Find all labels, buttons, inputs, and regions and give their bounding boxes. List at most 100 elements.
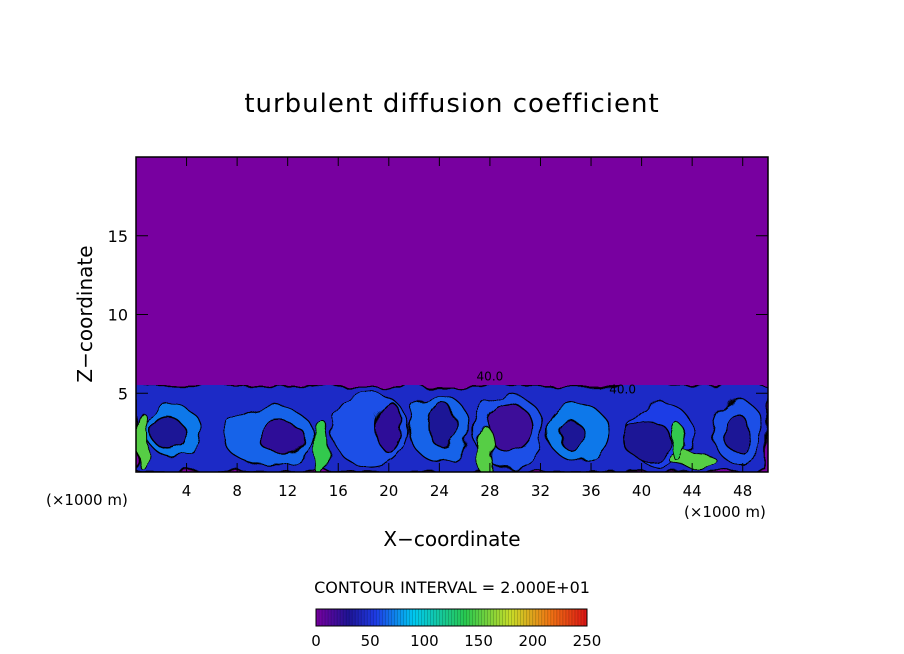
x-tick-label: 44: [683, 482, 702, 500]
colorbar-tick-label: 250: [573, 632, 602, 650]
eddy-core: [558, 420, 586, 451]
colorbar-swatch: [376, 609, 380, 626]
colorbar-swatch: [523, 609, 528, 626]
colorbar-swatch: [373, 609, 377, 626]
colorbar-tick-label: 50: [361, 632, 380, 650]
colorbar-swatch: [544, 609, 549, 626]
colorbar-swatch: [559, 609, 564, 626]
x-tick-label: 36: [581, 482, 600, 500]
contour-label: 40.0: [609, 382, 636, 396]
contour-label: 40.0: [477, 370, 504, 384]
x-tick-label: 24: [430, 482, 449, 500]
eddy-core: [486, 403, 534, 453]
colorbar-swatch: [565, 609, 570, 626]
colorbar-swatch: [574, 609, 579, 626]
x-tick-label: 12: [278, 482, 297, 500]
x-tick-label: 4: [182, 482, 192, 500]
colorbar-swatch: [547, 609, 552, 626]
x-axis-label: X−coordinate: [383, 527, 520, 551]
colorbar-swatch: [499, 609, 504, 626]
colorbar-swatch: [496, 609, 501, 626]
colorbar-swatch: [400, 609, 404, 626]
colorbar-swatch: [433, 609, 437, 626]
colorbar-swatch: [436, 609, 440, 626]
colorbar-swatch: [511, 609, 516, 626]
colorbar-swatch: [412, 609, 416, 626]
colorbar-tick-label: 0: [311, 632, 321, 650]
colorbar-swatch: [355, 609, 359, 626]
colorbar-tick-label: 100: [410, 632, 439, 650]
colorbar-swatch: [541, 609, 546, 626]
colorbar-swatch: [358, 609, 362, 626]
colorbar-frame: [315, 608, 588, 627]
colorbar-tick-label: 200: [518, 632, 547, 650]
colorbar-swatch: [472, 609, 476, 626]
colorbar-swatch: [529, 609, 534, 626]
colorbar-swatch: [553, 609, 558, 626]
y-axis-label: Z−coordinate: [73, 245, 97, 382]
colorbar-swatch: [478, 609, 483, 626]
colorbar-swatch: [556, 609, 561, 626]
colorbar-swatch: [430, 609, 434, 626]
colorbar-swatch: [346, 609, 350, 626]
colorbar-swatch: [334, 609, 338, 626]
colorbar-swatch: [445, 609, 449, 626]
eddy-core: [427, 402, 457, 448]
colorbar-swatch: [367, 609, 371, 626]
high-diffusion-spot: [672, 424, 687, 464]
colorbar-swatch: [568, 609, 573, 626]
colorbar-swatch: [340, 609, 344, 626]
colorbar-swatch: [490, 609, 495, 626]
colorbar-swatch: [325, 609, 329, 626]
colorbar-swatch: [361, 609, 365, 626]
colorbar-swatch: [505, 609, 510, 626]
colorbar-swatch: [415, 609, 419, 626]
high-diffusion-spot: [136, 411, 150, 470]
colorbar-swatch: [463, 609, 467, 626]
x-tick-label: 8: [232, 482, 242, 500]
colorbar-swatch: [385, 609, 389, 626]
colorbar-swatch: [364, 609, 368, 626]
x-tick-label: 32: [531, 482, 550, 500]
eddy-core: [375, 400, 403, 453]
colorbar-swatch: [331, 609, 335, 626]
y-tick-label: 5: [118, 384, 128, 403]
colorbar-swatch: [316, 609, 320, 626]
colorbar-swatch: [454, 609, 458, 626]
colorbar-swatch: [517, 609, 522, 626]
colorbar-swatch: [391, 609, 395, 626]
colorbar-swatch: [475, 609, 479, 626]
colorbar-swatch: [484, 609, 489, 626]
colorbar-swatch: [403, 609, 407, 626]
x-unit-left: (×1000 m): [46, 491, 128, 509]
colorbar-swatch: [442, 609, 446, 626]
colorbar-swatch: [388, 609, 392, 626]
colorbar-swatch: [571, 609, 576, 626]
colorbar-swatch: [319, 609, 323, 626]
colorbar-swatch: [349, 609, 353, 626]
colorbar-swatch: [439, 609, 443, 626]
colorbar-swatch: [352, 609, 356, 626]
eddy-core: [257, 420, 305, 454]
colorbar-swatch: [469, 609, 473, 626]
colorbar-swatch: [583, 609, 588, 626]
colorbar-swatch: [466, 609, 470, 626]
colorbar-swatch: [562, 609, 567, 626]
colorbar: 0 50 100 150 200 250: [311, 608, 602, 650]
colorbar-swatch: [514, 609, 519, 626]
colorbar-swatch: [451, 609, 455, 626]
x-tick-label: 20: [379, 482, 398, 500]
x-tick-label: 40: [632, 482, 651, 500]
colorbar-swatch: [502, 609, 507, 626]
colorbar-swatch: [520, 609, 525, 626]
eddy-core: [150, 416, 185, 450]
colorbar-swatch: [493, 609, 498, 626]
colorbar-swatch: [487, 609, 492, 626]
colorbar-swatch: [424, 609, 428, 626]
colorbar-swatch: [421, 609, 425, 626]
colorbar-swatch: [343, 609, 347, 626]
colorbar-swatch: [397, 609, 401, 626]
colorbar-swatch: [322, 609, 326, 626]
contour-interval-text: CONTOUR INTERVAL = 2.000E+01: [314, 578, 590, 597]
